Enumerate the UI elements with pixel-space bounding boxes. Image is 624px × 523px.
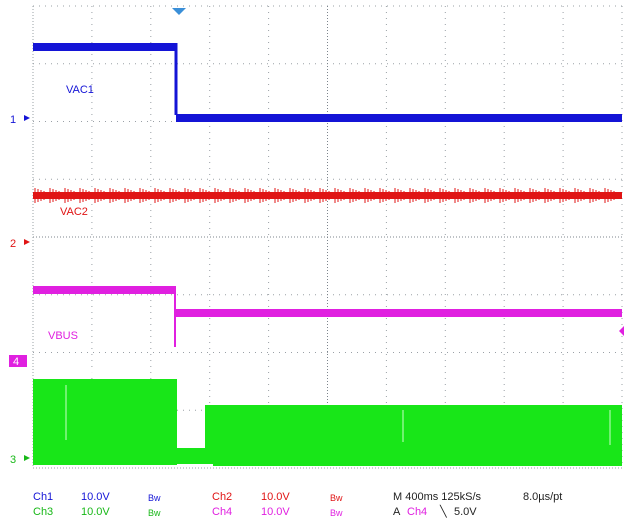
ch1-scale[interactable]: 10.0V — [81, 491, 110, 503]
timebase-readout[interactable]: M 400ms 125kS/s — [393, 491, 482, 503]
ch3-bw: Bw — [148, 508, 161, 518]
ch4-bw: Bw — [330, 508, 343, 518]
ch2-trace — [33, 188, 622, 203]
trigger-slope-icon: ╲ — [439, 504, 448, 518]
ch3-scale[interactable]: 10.0V — [81, 506, 110, 518]
label-vac1: VAC1 — [66, 84, 94, 96]
ch2-name[interactable]: Ch2 — [212, 491, 232, 503]
ch3-trace — [33, 379, 622, 466]
ch1-trace — [33, 43, 622, 122]
ground-marker-2[interactable]: 2 — [10, 238, 30, 250]
ch2-bw: Bw — [330, 493, 343, 503]
label-vac2: VAC2 — [60, 206, 88, 218]
resolution-readout: 8.0µs/pt — [523, 491, 562, 503]
label-vbus: VBUS — [48, 330, 78, 342]
channel-readout: Ch1 10.0V Bw Ch3 10.0V Bw Ch2 10.0V Bw C… — [33, 491, 562, 518]
ground-marker-4[interactable]: 4 — [9, 355, 27, 368]
ground-marker-1[interactable]: 1 — [10, 114, 30, 126]
ground-marker-4-label: 4 — [13, 356, 19, 368]
trigger-channel[interactable]: Ch4 — [407, 506, 427, 518]
ch4-scale[interactable]: 10.0V — [261, 506, 290, 518]
ch3-name[interactable]: Ch3 — [33, 506, 53, 518]
trigger-position-marker[interactable] — [172, 8, 186, 15]
ch1-name[interactable]: Ch1 — [33, 491, 53, 503]
ground-marker-1-label: 1 — [10, 114, 16, 126]
ch4-name[interactable]: Ch4 — [212, 506, 232, 518]
ch2-scale[interactable]: 10.0V — [261, 491, 290, 503]
label-sw1: SW1 — [181, 411, 205, 423]
ch4-trace — [33, 286, 624, 347]
trigger-level[interactable]: 5.0V — [454, 506, 477, 518]
trigger-prefix: A — [393, 506, 401, 518]
label-powered-by-vac2: Powered by VAC2 — [386, 386, 483, 400]
ground-marker-3-label: 3 — [10, 454, 16, 466]
label-powered-by-vac1: Powered by VAC1 — [50, 364, 147, 378]
ch1-bw: Bw — [148, 493, 161, 503]
ground-marker-2-label: 2 — [10, 238, 16, 250]
ground-marker-3[interactable]: 3 — [10, 454, 30, 466]
